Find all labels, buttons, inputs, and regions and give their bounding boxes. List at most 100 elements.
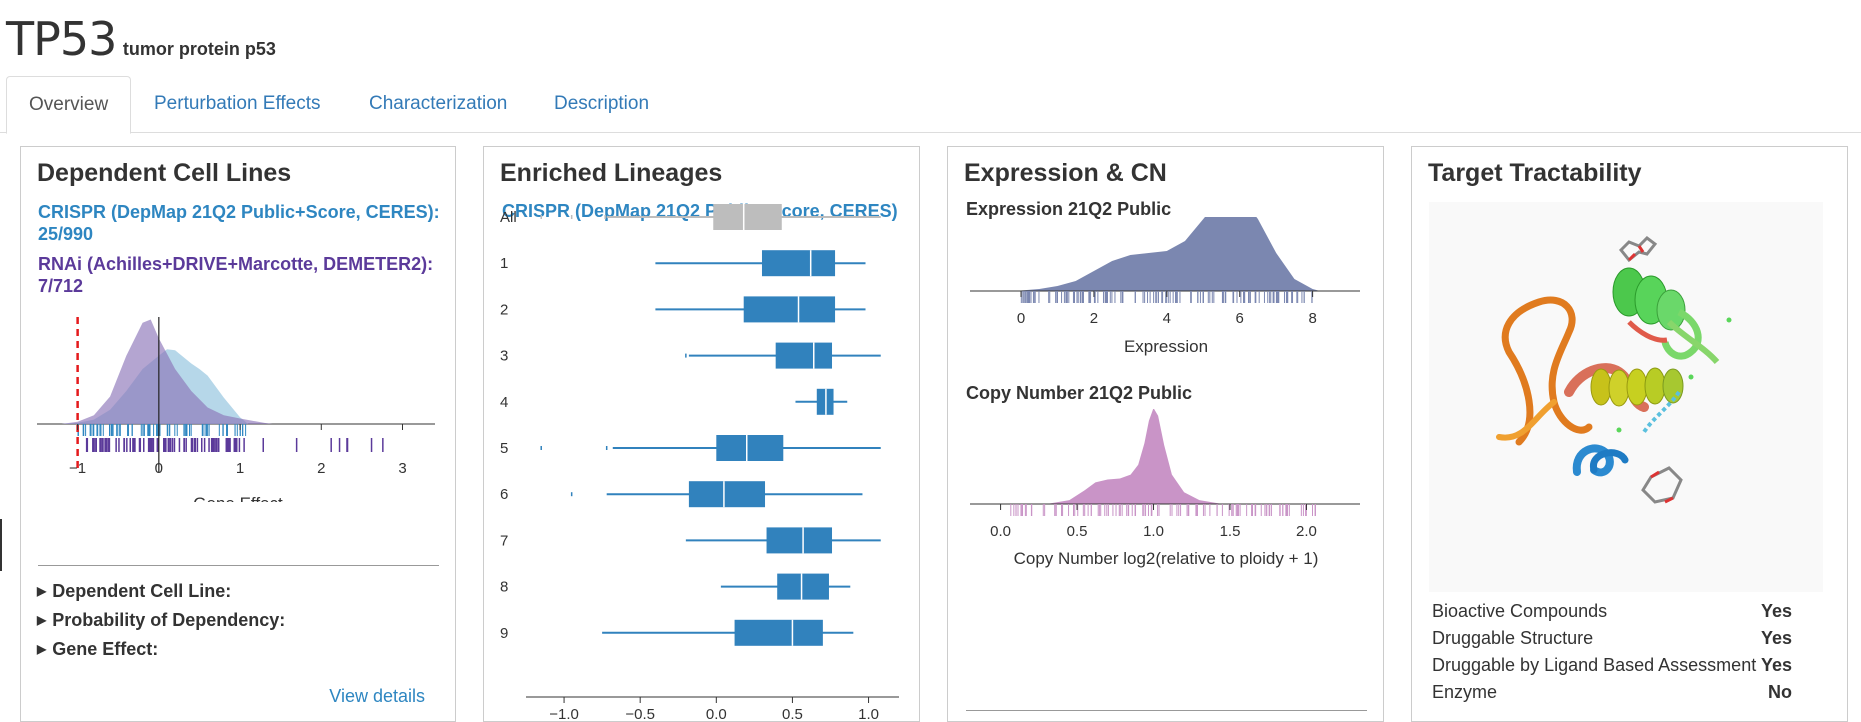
atom-dot [1688, 374, 1694, 380]
rug-marks [1020, 291, 1313, 303]
box [713, 204, 782, 230]
tab-bar: Overview Perturbation Effects Characteri… [0, 76, 1861, 134]
tractability-label: Druggable Structure [1432, 628, 1594, 648]
lineage-label: 3 [500, 348, 508, 365]
density-fill [1046, 409, 1223, 504]
caret-right-icon: ▶ [37, 642, 47, 656]
tractability-row: Druggable by Ligand Based Assessment Yes [1432, 652, 1792, 679]
x-tick-label: −1 [69, 460, 86, 477]
lineage-label: 4 [500, 394, 508, 411]
panel-title: Dependent Cell Lines [37, 159, 292, 187]
gene-effect-density-chart: −1 0 1 2 3 Gene Effect [37, 317, 435, 502]
density-area [1046, 409, 1223, 504]
divider [38, 565, 439, 566]
gene-effect-toggle[interactable]: ▶ Gene Effect: [37, 636, 285, 665]
x-tick-label: 0 [155, 460, 163, 477]
tractability-label: Enzyme [1432, 682, 1498, 702]
lineage-row[interactable]: 9 [500, 619, 854, 646]
crispr-label: CRISPR (DepMap 21Q2 Public+Score, CERES)… [38, 202, 440, 222]
caret-right-icon: ▶ [37, 584, 47, 598]
panel-title: Target Tractability [1428, 159, 1642, 187]
gene-full-name: tumor protein p53 [122, 39, 276, 59]
x-tick-label: 3 [398, 460, 406, 477]
x-axis-ticks: 0.0 0.5 1.0 1.5 2.0 [990, 504, 1317, 540]
probability-of-dependency-toggle[interactable]: ▶ Probability of Dependency: [37, 607, 285, 636]
tractability-value: Yes [1760, 601, 1792, 621]
lineage-row[interactable]: 5 [500, 435, 881, 461]
tab-perturbation-effects[interactable]: Perturbation Effects [154, 93, 321, 114]
loop-red [1627, 320, 1668, 343]
protein-ribbon-image [1496, 236, 1732, 504]
rnai-dependency-link[interactable]: RNAi (Achilles+DRIVE+Marcotte, DEMETER2)… [38, 253, 433, 297]
x-tick-label: 6 [1236, 310, 1244, 327]
box [688, 481, 766, 508]
x-axis-label: Gene Effect [193, 494, 283, 502]
lineage-row[interactable]: 3 [500, 342, 881, 369]
copy-number-density-chart: 0.0 0.5 1.0 1.5 2.0 Copy Number log2(relativ… [970, 409, 1360, 568]
lineage-row[interactable]: 4 [500, 388, 848, 415]
ligand-sticks [1618, 236, 1658, 263]
copy-number-subtitle: Copy Number 21Q2 Public [966, 383, 1193, 403]
lineage-row[interactable]: All [500, 204, 881, 230]
crispr-count: 25/990 [38, 224, 94, 244]
dependent-cell-lines-panel: Dependent Cell Lines CRISPR (DepMap 21Q2… [20, 146, 456, 722]
x-tick-label: 1.0 [858, 706, 879, 722]
box [716, 435, 784, 461]
tractability-value: Yes [1760, 628, 1792, 648]
helix-blue [1572, 444, 1629, 477]
density-area-rnai [61, 319, 273, 424]
rug-marks [1010, 504, 1316, 516]
protein-structure-viewer[interactable] [1429, 202, 1823, 592]
rnai-label: RNAi (Achilles+DRIVE+Marcotte, DEMETER2)… [38, 254, 434, 274]
lineage-label: 9 [500, 625, 508, 642]
lineage-row[interactable]: 6 [500, 481, 863, 508]
expression-cn-panel: Expression & CN Expression 21Q2 Public 0… [947, 146, 1384, 722]
lineage-label: 7 [500, 532, 508, 549]
lineage-label: 1 [500, 255, 508, 272]
divider [966, 710, 1367, 711]
lineage-row[interactable]: 8 [500, 573, 851, 600]
tab-characterization[interactable]: Characterization [369, 93, 508, 114]
tab-description[interactable]: Description [554, 93, 650, 114]
atom-dot [1616, 427, 1622, 433]
lineage-row[interactable]: 1 [500, 250, 866, 277]
helix-yellow [1590, 367, 1684, 407]
tab-overview[interactable]: Overview [6, 76, 132, 134]
tractability-row: Druggable Structure Yes [1432, 625, 1792, 652]
strand-orange [1501, 296, 1593, 446]
box-rows: All 1 2 3 4 5 6 7 8 9 [500, 204, 881, 646]
lineage-boxplot-chart: All 1 2 3 4 5 6 7 8 9 −1.0 −0.5 0.0 0.5 1.0 [500, 204, 899, 722]
x-axis-ticks: −1.0 −0.5 0.0 0.5 1.0 [549, 697, 879, 722]
x-tick-label: 0.0 [706, 706, 727, 722]
detail-label: Probability of Dependency: [52, 610, 286, 630]
lineage-row[interactable]: 7 [500, 527, 881, 554]
tractability-row: Bioactive Compounds Yes [1432, 598, 1792, 625]
atom-dot [1726, 317, 1732, 323]
x-tick-label: 2 [317, 460, 325, 477]
box [775, 342, 833, 369]
helix-green [1612, 267, 1686, 331]
x-tick-label: 2.0 [1296, 523, 1317, 540]
crispr-dependency-link[interactable]: CRISPR (DepMap 21Q2 Public+Score, CERES)… [38, 201, 440, 245]
x-tick-label: 1.0 [1143, 523, 1164, 540]
lineage-label: 5 [500, 440, 508, 457]
tractability-row: Enzyme No [1432, 679, 1792, 706]
x-tick-label: 1.5 [1220, 523, 1241, 540]
x-tick-label: −1.0 [549, 706, 579, 722]
box [743, 296, 836, 323]
view-details-link[interactable]: View details [329, 686, 425, 706]
box [734, 619, 823, 646]
tractability-value: No [1768, 682, 1792, 702]
strand-green-2 [1666, 319, 1720, 365]
x-axis-ticks: −1 0 1 2 3 [69, 424, 407, 477]
lineage-label: 2 [500, 301, 508, 318]
panel-title: Enriched Lineages [500, 159, 723, 187]
x-tick-label: 0.5 [1067, 523, 1088, 540]
x-tick-label: 1 [236, 460, 244, 477]
dependent-cell-line-toggle[interactable]: ▶ Dependent Cell Line: [37, 578, 285, 607]
lineage-row[interactable]: 2 [500, 296, 866, 323]
edge-divider [0, 519, 2, 571]
details-list: ▶ Dependent Cell Line: ▶ Probability of De… [37, 578, 285, 665]
target-tractability-panel: Target Tractability [1411, 146, 1848, 722]
gene-symbol: TP53 [6, 12, 117, 66]
